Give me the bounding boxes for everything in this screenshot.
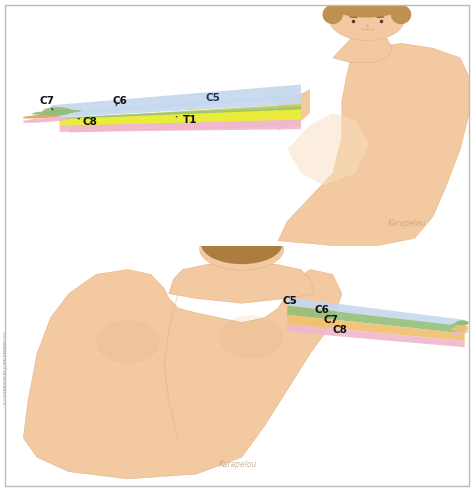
Ellipse shape (456, 320, 469, 326)
Ellipse shape (96, 320, 160, 363)
Polygon shape (169, 262, 315, 303)
Polygon shape (32, 109, 82, 115)
Polygon shape (451, 321, 469, 326)
Polygon shape (451, 330, 469, 335)
Text: C8: C8 (333, 325, 347, 334)
Polygon shape (69, 117, 301, 133)
Polygon shape (60, 120, 301, 132)
Polygon shape (23, 117, 69, 123)
Ellipse shape (455, 327, 468, 331)
Polygon shape (82, 94, 301, 113)
Polygon shape (287, 298, 465, 327)
Polygon shape (23, 113, 60, 118)
Polygon shape (60, 109, 301, 126)
Ellipse shape (391, 5, 411, 24)
Polygon shape (287, 113, 369, 186)
Polygon shape (60, 104, 301, 127)
Polygon shape (287, 324, 465, 347)
Ellipse shape (322, 5, 343, 24)
Text: C8: C8 (78, 117, 97, 127)
Text: C5: C5 (283, 297, 298, 306)
Text: ILLUSTRATION BY JOHN KARAPELOU: ILLUSTRATION BY JOHN KARAPELOU (4, 332, 8, 405)
Polygon shape (287, 315, 465, 341)
Text: C6: C6 (112, 96, 127, 106)
Text: Karapelou: Karapelou (387, 219, 426, 228)
Ellipse shape (43, 107, 72, 115)
Text: Karapelou: Karapelou (219, 460, 257, 469)
Ellipse shape (201, 224, 282, 264)
Ellipse shape (332, 0, 402, 18)
Text: C6: C6 (315, 305, 329, 315)
Polygon shape (278, 89, 310, 130)
Text: C7: C7 (39, 96, 54, 110)
Polygon shape (278, 43, 469, 246)
Polygon shape (73, 104, 301, 127)
Polygon shape (287, 300, 305, 304)
Text: C7: C7 (324, 315, 338, 325)
Polygon shape (51, 84, 301, 118)
Polygon shape (23, 270, 342, 479)
Polygon shape (287, 305, 465, 333)
Ellipse shape (200, 228, 284, 270)
Text: T1: T1 (176, 115, 197, 125)
Text: C5: C5 (205, 93, 220, 103)
Polygon shape (451, 326, 469, 330)
Ellipse shape (329, 0, 404, 40)
Polygon shape (333, 34, 392, 63)
Ellipse shape (219, 315, 283, 358)
Polygon shape (60, 107, 301, 119)
